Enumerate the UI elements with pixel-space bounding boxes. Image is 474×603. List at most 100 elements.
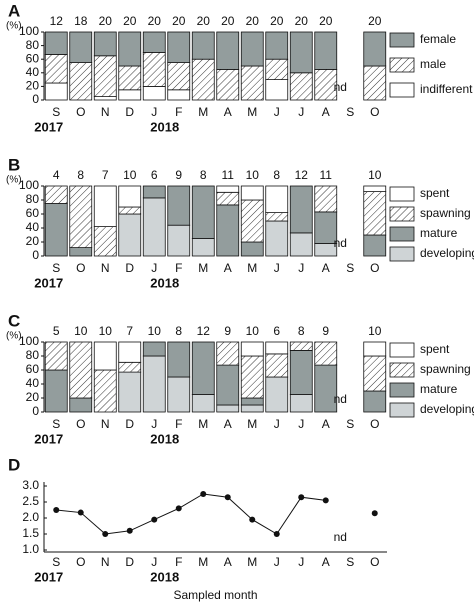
- sample-size: 8: [200, 168, 207, 182]
- bar-segment: [240, 31, 264, 67]
- bar-segment: [314, 341, 338, 366]
- x-tick-label: S: [52, 555, 60, 569]
- sample-size: 8: [175, 324, 182, 338]
- sample-size: 6: [151, 168, 158, 182]
- x-tick-label: J: [151, 261, 157, 275]
- legend-swatch: [389, 206, 415, 222]
- bar-segment: [167, 185, 191, 226]
- sample-size: 10: [246, 168, 260, 182]
- sample-size: 5: [53, 324, 60, 338]
- x-tick-label: M: [198, 417, 208, 431]
- bar-segment: [265, 220, 289, 257]
- bar-segment: [265, 31, 289, 60]
- legend-label: spawning: [420, 362, 471, 376]
- bar-segment: [118, 185, 142, 208]
- x-tick-label: D: [125, 261, 134, 275]
- bar-segment: [363, 191, 387, 236]
- panel-label: A: [8, 1, 20, 20]
- legend-swatch: [389, 186, 415, 202]
- bar-segment: [216, 69, 240, 101]
- legend-swatch: [389, 57, 415, 73]
- x-tick-label: M: [247, 105, 257, 119]
- bar-segment: [363, 65, 387, 101]
- bar-segment: [216, 185, 240, 193]
- x-tick-label: M: [198, 261, 208, 275]
- bar-segment: [265, 79, 289, 101]
- sample-size: 20: [270, 14, 284, 28]
- point: [175, 505, 182, 512]
- point: [53, 507, 60, 513]
- bar-segment: [118, 213, 142, 257]
- bar-segment: [44, 31, 68, 55]
- y-tick-label: 2.0: [22, 510, 39, 524]
- bar-segment: [363, 341, 387, 357]
- annotation: nd: [334, 530, 347, 544]
- sample-size: 10: [123, 168, 137, 182]
- bar-segment: [216, 204, 240, 257]
- bar-segment: [191, 185, 215, 239]
- x-tick-label: O: [76, 105, 85, 119]
- legend-label: female: [420, 32, 456, 46]
- bar-segment: [240, 241, 264, 257]
- bar-segment: [314, 185, 338, 213]
- sample-size: 10: [368, 324, 382, 338]
- bar-segment: [118, 31, 142, 67]
- x-tick-label: J: [274, 105, 280, 119]
- sample-size: 20: [148, 14, 162, 28]
- year-label: 2017: [34, 569, 63, 584]
- y-tick-label: 40: [26, 65, 40, 79]
- bar-segment: [167, 341, 191, 378]
- bar-segment: [69, 31, 93, 64]
- point: [200, 491, 207, 497]
- point: [224, 494, 231, 501]
- sample-size: 20: [172, 14, 186, 28]
- bar-segment: [167, 89, 191, 101]
- bar-segment: [216, 404, 240, 413]
- legend-swatch: [389, 82, 415, 98]
- panel-label: B: [8, 155, 20, 174]
- bar-segment: [289, 232, 313, 257]
- x-tick-label: A: [322, 555, 330, 569]
- legend-label: indifferent: [420, 82, 473, 96]
- bar-segment: [216, 31, 240, 70]
- bar-segment: [93, 185, 117, 227]
- x-tick-label: M: [198, 105, 208, 119]
- x-tick-label: S: [346, 417, 354, 431]
- x-tick-label: J: [151, 417, 157, 431]
- sample-size: 20: [246, 14, 260, 28]
- sample-size: 20: [319, 14, 333, 28]
- x-tick-label: J: [298, 555, 304, 569]
- legend-swatch: [389, 342, 415, 358]
- y-tick-label: 0: [32, 92, 39, 106]
- point: [371, 510, 378, 517]
- x-tick-label: O: [370, 555, 379, 569]
- x-tick-label: A: [224, 417, 232, 431]
- sample-size: 18: [74, 14, 88, 28]
- year-label: 2018: [150, 275, 179, 290]
- bar-segment: [240, 185, 264, 201]
- year-label: 2018: [150, 569, 179, 584]
- bar-segment: [265, 341, 289, 355]
- bar-segment: [167, 224, 191, 257]
- x-tick-label: O: [370, 105, 379, 119]
- bar-segment: [142, 185, 166, 199]
- x-tick-label: N: [101, 417, 110, 431]
- sample-size: 10: [74, 324, 88, 338]
- x-tick-label: J: [298, 105, 304, 119]
- sample-size: 10: [368, 168, 382, 182]
- legend-label: developing: [420, 246, 474, 260]
- point: [151, 516, 158, 523]
- x-tick-label: S: [346, 261, 354, 275]
- bar-segment: [167, 31, 191, 64]
- sample-size: 20: [368, 14, 382, 28]
- sample-size: 8: [77, 168, 84, 182]
- bar-segment: [240, 65, 264, 101]
- bar-segment: [44, 54, 68, 84]
- y-tick-label: 100: [19, 24, 39, 38]
- bar-segment: [44, 369, 68, 413]
- bar-segment: [93, 341, 117, 371]
- bar-segment: [118, 89, 142, 101]
- y-tick-label: 0: [32, 248, 39, 262]
- x-tick-label: J: [151, 555, 157, 569]
